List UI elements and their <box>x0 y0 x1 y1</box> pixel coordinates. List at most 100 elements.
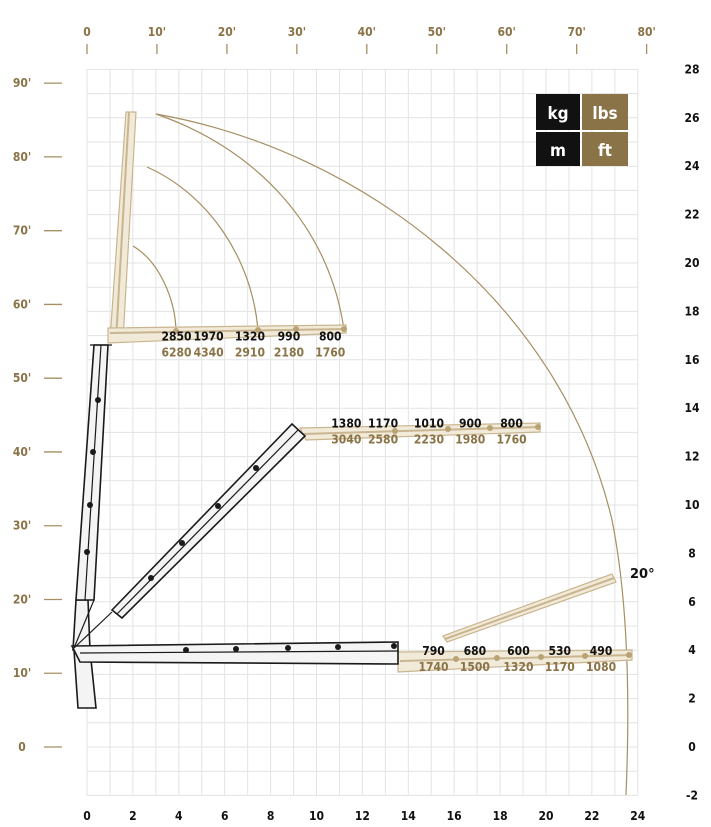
capacity-kg: 1380 <box>331 417 361 431</box>
left-ft-axis: 0 10' 20' 30' 40' 50' 60' 70' 80' 90' <box>13 76 62 754</box>
bottom-tick-label: 4 <box>175 809 183 823</box>
capacity-lbs: 1080 <box>586 660 616 674</box>
reach-arc-max <box>155 113 629 796</box>
top-tick-label: 70' <box>567 25 585 39</box>
capacity-kg: 680 <box>464 644 487 658</box>
reach-arc-3 <box>146 166 259 331</box>
right-tick-label: 28 <box>684 62 699 76</box>
bottom-tick-label: 10 <box>309 809 324 823</box>
jib-vertical-horizontal <box>107 324 347 344</box>
capacity-lbs: 4340 <box>194 345 224 359</box>
reach-arc-4 <box>155 113 345 331</box>
capacity-lbs: 1170 <box>545 660 575 674</box>
legend-ft: ft <box>598 141 612 161</box>
bottom-tick-label: 20 <box>538 809 553 823</box>
bottom-m-axis: 0 2 4 6 8 10 12 14 16 18 20 22 24 <box>83 809 646 823</box>
bottom-tick-label: 24 <box>630 809 646 823</box>
capacity-kg: 790 <box>422 644 445 658</box>
capacity-lbs: 1320 <box>503 660 533 674</box>
top-tick-label: 30' <box>288 25 306 39</box>
left-tick-label: 80' <box>13 150 31 164</box>
capacity-kg: 800 <box>319 329 342 343</box>
left-tick-label: 50' <box>13 371 31 385</box>
capacity-lbs: 1740 <box>419 660 449 674</box>
reach-arcs <box>132 113 629 796</box>
right-tick-label: 22 <box>684 208 699 222</box>
right-tick-label: 26 <box>684 111 699 125</box>
top-tick-label: 20' <box>218 25 236 39</box>
capacity-lbs: 6280 <box>161 345 191 359</box>
main-boom-horizontal <box>70 641 399 665</box>
bottom-tick-label: 2 <box>129 809 137 823</box>
legend-m: m <box>550 141 566 161</box>
capacity-kg: 1010 <box>414 417 444 431</box>
top-tick-label: 60' <box>498 25 516 39</box>
capacity-kg: 2850 <box>161 329 191 343</box>
capacity-kg: 530 <box>548 644 571 658</box>
unit-legend: kg lbs m ft <box>536 94 628 166</box>
bottom-tick-label: 8 <box>267 809 275 823</box>
top-tick-label: 10' <box>148 25 166 39</box>
right-tick-label: 12 <box>684 450 699 464</box>
capacity-kg: 900 <box>459 417 482 431</box>
left-tick-label: 30' <box>13 519 31 533</box>
legend-kg: kg <box>547 104 568 124</box>
bottom-tick-label: 22 <box>584 809 599 823</box>
right-tick-label: -2 <box>686 788 698 802</box>
right-tick-label: 10 <box>684 498 699 512</box>
jib-horizontal <box>397 649 633 673</box>
left-tick-label: 10' <box>13 666 31 680</box>
capacity-lbs: 1980 <box>455 433 485 447</box>
capacity-kg: 1970 <box>194 329 224 343</box>
bottom-tick-label: 16 <box>447 809 462 823</box>
top-tick-label: 80' <box>637 25 655 39</box>
capacity-lbs: 1500 <box>460 660 490 674</box>
capacity-kg: 1170 <box>368 417 398 431</box>
right-tick-label: 20 <box>684 256 699 270</box>
right-tick-label: 8 <box>688 546 696 560</box>
extension-booms <box>107 111 633 673</box>
main-booms <box>70 344 399 709</box>
reach-arc-2 <box>132 245 177 331</box>
right-tick-label: 14 <box>684 401 700 415</box>
capacity-lbs: 2580 <box>368 433 398 447</box>
capacity-kg: 1320 <box>235 329 265 343</box>
right-tick-label: 16 <box>684 353 699 367</box>
top-tick-label: 50' <box>428 25 446 39</box>
top-tick-label: 0 <box>83 25 91 39</box>
capacity-kg: 990 <box>278 329 301 343</box>
right-tick-label: 24 <box>684 159 700 173</box>
left-tick-label: 60' <box>13 297 31 311</box>
right-tick-label: 2 <box>688 692 696 706</box>
capacity-lbs: 2230 <box>414 433 444 447</box>
capacity-lbs: 1760 <box>497 433 527 447</box>
left-tick-label: 0 <box>18 740 26 754</box>
left-tick-label: 90' <box>13 76 31 90</box>
capacity-kg: 600 <box>507 644 530 658</box>
right-tick-label: 6 <box>688 595 696 609</box>
capacity-kg: 800 <box>500 417 523 431</box>
capacity-kg: 490 <box>590 644 613 658</box>
capacity-lbs: 1760 <box>315 345 345 359</box>
left-tick-label: 70' <box>13 224 31 238</box>
right-tick-label: 4 <box>688 643 696 657</box>
main-boom-vertical <box>75 344 109 601</box>
capacity-lbs: 3040 <box>331 433 361 447</box>
left-tick-label: 40' <box>13 445 31 459</box>
top-tick-label: 40' <box>358 25 376 39</box>
bottom-tick-label: 12 <box>355 809 370 823</box>
capacity-lbs: 2180 <box>274 345 304 359</box>
bottom-tick-label: 14 <box>401 809 417 823</box>
right-tick-label: 0 <box>688 740 696 754</box>
legend-lbs: lbs <box>592 104 617 124</box>
bottom-tick-label: 0 <box>83 809 91 823</box>
right-tick-label: 18 <box>684 304 699 318</box>
top-ft-axis: 0 10' 20' 30' 40' 50' 60' 70' 80' <box>83 25 656 54</box>
angle-label: 20° <box>630 567 655 582</box>
left-tick-label: 20' <box>13 592 31 606</box>
bottom-tick-label: 18 <box>493 809 508 823</box>
capacity-lbs: 2910 <box>235 345 265 359</box>
